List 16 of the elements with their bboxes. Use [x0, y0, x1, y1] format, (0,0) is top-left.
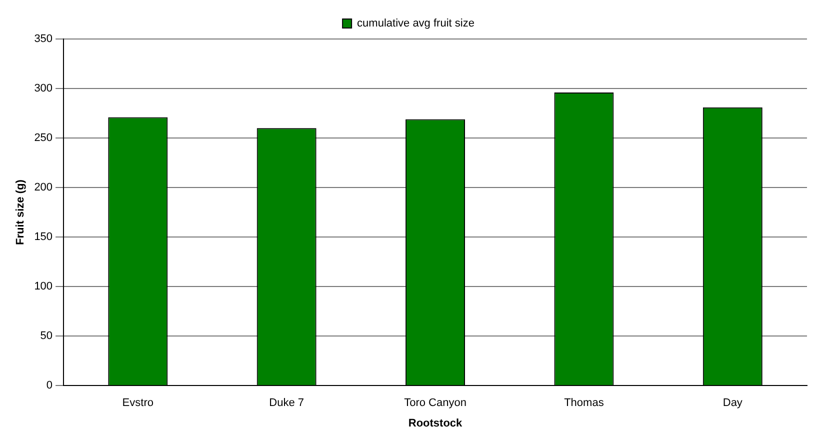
- x-tick-label: Toro Canyon: [404, 397, 466, 410]
- x-axis-title: Rootstock: [408, 417, 464, 430]
- x-tick-label: Duke 7: [269, 397, 304, 410]
- y-tick-label: 300: [34, 82, 53, 95]
- y-tick-label: 200: [34, 182, 53, 194]
- y-tick-label: 0: [46, 380, 53, 392]
- y-tick-label: 50: [40, 330, 53, 342]
- y-tick-label: 350: [34, 33, 53, 46]
- y-axis-title: Fruit size (g): [14, 179, 27, 245]
- x-tick-label: Day: [722, 397, 743, 410]
- y-tick-label: 250: [34, 132, 53, 144]
- legend-label: cumulative avg fruit size: [357, 18, 474, 30]
- y-tick-label: 150: [34, 231, 53, 244]
- x-tick-label: Thomas: [564, 397, 604, 410]
- x-tick-label: Evstro: [122, 397, 154, 410]
- y-tick-label: 100: [34, 280, 53, 293]
